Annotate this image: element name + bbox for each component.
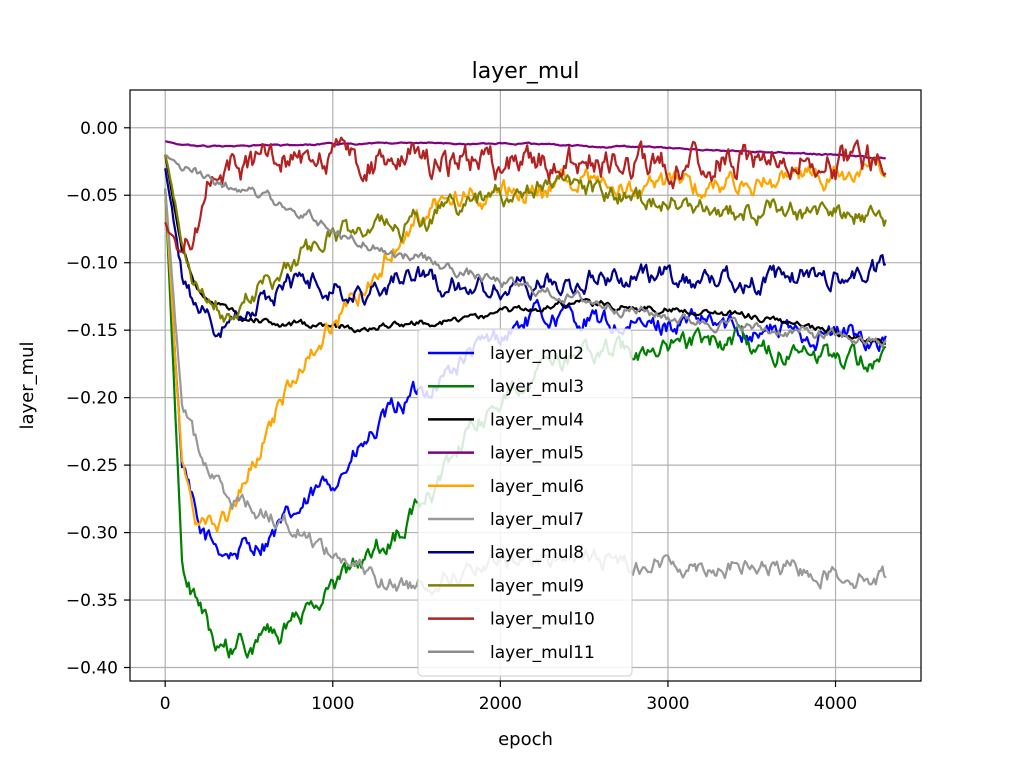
series-line-layer_mul11 [164,153,887,349]
x-tick-label: 1000 [311,694,354,714]
y-tick-label: 0.00 [80,119,118,139]
series-line-layer_mul9 [164,154,887,323]
legend-entry-label: layer_mul10 [490,610,595,630]
legend-entry-label: layer_mul11 [490,643,595,663]
series-line-layer_mul10 [164,136,887,253]
y-tick-label: −0.05 [66,186,118,206]
legend-entry-label: layer_mul3 [490,377,584,397]
y-tick-label: −0.10 [66,254,118,274]
x-axis-label: epoch [498,729,553,750]
series-line-layer_mul4 [164,154,886,346]
legend-entry-label: layer_mul9 [490,576,584,596]
series-line-layer_mul6 [164,155,887,533]
y-tick-label: −0.25 [66,456,118,476]
x-tick-label: 0 [160,694,171,714]
y-tick-label: −0.30 [66,524,118,544]
x-tick-label: 4000 [814,694,857,714]
plot-frame [129,89,922,682]
y-axis-label: layer_mul [17,341,38,429]
y-tick-label: −0.20 [66,389,118,409]
legend-entry-label: layer_mul5 [490,444,584,464]
chart-title: layer_mul [472,59,580,84]
x-tick-label: 2000 [479,694,522,714]
y-tick-label: −0.15 [66,321,118,341]
legend-entry-label: layer_mul6 [490,477,584,497]
legend-entry-label: layer_mul8 [490,543,584,563]
legend: layer_mul2 layer_mul3 layer_mul4 layer_mul5… [417,328,633,677]
y-tick-label: −0.35 [66,591,118,611]
series-line-layer_mul5 [165,140,886,160]
x-tick-label: 3000 [646,694,689,714]
legend-box [417,328,633,677]
series-line-layer_mul8 [164,168,887,339]
legend-entry-label: layer_mul4 [490,410,584,430]
y-tick-label: −0.40 [66,659,118,679]
series-layer [164,136,887,659]
ticks: 0 1000 2000 3000 4000 0.00 −0.05 −0.10 −0.15 −0.2… [66,119,857,714]
legend-entry-label: layer_mul7 [490,510,584,530]
legend-entry-label: layer_mul2 [490,344,584,364]
